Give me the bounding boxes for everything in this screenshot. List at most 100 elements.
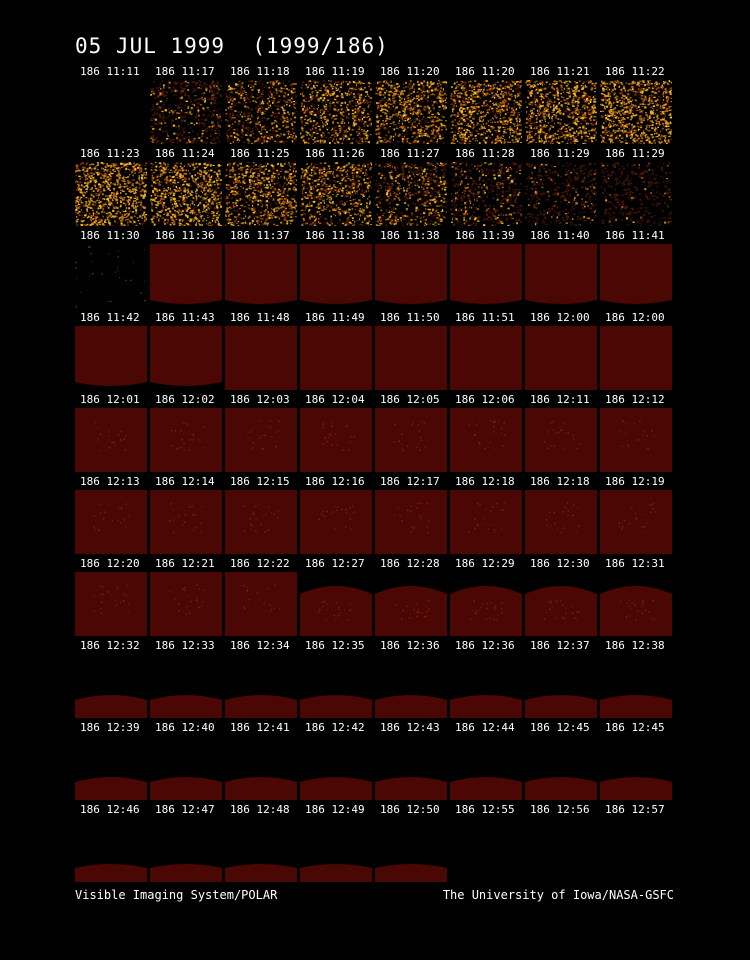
thumbnail-timestamp: 186 12:03 bbox=[230, 393, 290, 406]
thumbnail-image bbox=[150, 162, 222, 226]
thumbnail-row: 186 11:23 186 11:24 186 11:25 186 11:26 186 … bbox=[75, 146, 675, 228]
thumbnail-image bbox=[300, 490, 372, 554]
thumbnail: 186 12:43 bbox=[375, 720, 450, 802]
thumbnail-image bbox=[525, 490, 597, 554]
thumbnail-timestamp: 186 11:39 bbox=[455, 229, 515, 242]
thumbnail-image bbox=[150, 736, 222, 800]
thumbnail: 186 12:36 bbox=[450, 638, 525, 720]
thumbnail: 186 12:18 bbox=[450, 474, 525, 556]
thumbnail-image bbox=[450, 162, 522, 226]
thumbnail-image bbox=[300, 654, 372, 718]
thumbnail-timestamp: 186 11:40 bbox=[530, 229, 590, 242]
thumbnail-image bbox=[375, 326, 447, 390]
thumbnail-timestamp: 186 11:18 bbox=[230, 65, 290, 78]
thumbnail-timestamp: 186 12:04 bbox=[305, 393, 365, 406]
thumbnail: 186 11:19 bbox=[300, 64, 375, 146]
thumbnail-timestamp: 186 11:48 bbox=[230, 311, 290, 324]
footer-instrument-credit: Visible Imaging System/POLAR bbox=[75, 888, 278, 902]
thumbnail-image bbox=[225, 490, 297, 554]
thumbnail-image bbox=[375, 818, 447, 882]
thumbnail-image bbox=[150, 818, 222, 882]
thumbnail-timestamp: 186 12:18 bbox=[530, 475, 590, 488]
thumbnail-timestamp: 186 11:42 bbox=[80, 311, 140, 324]
thumbnail-image bbox=[450, 80, 522, 144]
thumbnail-timestamp: 186 12:46 bbox=[80, 803, 140, 816]
thumbnail: 186 11:51 bbox=[450, 310, 525, 392]
thumbnail-timestamp: 186 12:39 bbox=[80, 721, 140, 734]
thumbnail-image bbox=[525, 572, 597, 636]
thumbnail-timestamp: 186 11:26 bbox=[305, 147, 365, 160]
thumbnail-image bbox=[150, 654, 222, 718]
thumbnail-image bbox=[150, 80, 222, 144]
thumbnail-image bbox=[300, 572, 372, 636]
thumbnail-row: 186 11:42 186 11:43 186 11:48 186 11:49 186 … bbox=[75, 310, 675, 392]
thumbnail-image bbox=[225, 408, 297, 472]
thumbnail: 186 12:20 bbox=[75, 556, 150, 638]
thumbnail-image bbox=[225, 818, 297, 882]
thumbnail: 186 11:11 bbox=[75, 64, 150, 146]
thumbnail-image bbox=[375, 736, 447, 800]
thumbnail-timestamp: 186 12:32 bbox=[80, 639, 140, 652]
thumbnail-image bbox=[150, 326, 222, 390]
thumbnail-row: 186 11:30 186 11:36 186 11:37 186 11:38 186 … bbox=[75, 228, 675, 310]
thumbnail: 186 12:36 bbox=[375, 638, 450, 720]
thumbnail-grid: 186 11:11 186 11:17 186 11:18 186 11:19 186 … bbox=[75, 64, 675, 888]
thumbnail-image bbox=[300, 80, 372, 144]
thumbnail-timestamp: 186 11:25 bbox=[230, 147, 290, 160]
thumbnail: 186 12:48 bbox=[225, 802, 300, 884]
thumbnail: 186 12:45 bbox=[525, 720, 600, 802]
thumbnail-image bbox=[150, 244, 222, 308]
thumbnail: 186 11:37 bbox=[225, 228, 300, 310]
thumbnail-timestamp: 186 12:00 bbox=[605, 311, 665, 324]
thumbnail-timestamp: 186 12:37 bbox=[530, 639, 590, 652]
thumbnail: 186 12:05 bbox=[375, 392, 450, 474]
thumbnail-timestamp: 186 11:23 bbox=[80, 147, 140, 160]
thumbnail-timestamp: 186 12:35 bbox=[305, 639, 365, 652]
thumbnail-timestamp: 186 12:06 bbox=[455, 393, 515, 406]
thumbnail-image bbox=[600, 818, 672, 882]
thumbnail: 186 11:42 bbox=[75, 310, 150, 392]
thumbnail: 186 11:39 bbox=[450, 228, 525, 310]
thumbnail-timestamp: 186 12:05 bbox=[380, 393, 440, 406]
thumbnail-image bbox=[75, 490, 147, 554]
thumbnail-row: 186 12:39 186 12:40 186 12:41 186 12:42 186 … bbox=[75, 720, 675, 802]
thumbnail: 186 12:02 bbox=[150, 392, 225, 474]
thumbnail-image bbox=[525, 80, 597, 144]
thumbnail-image bbox=[300, 736, 372, 800]
thumbnail: 186 12:46 bbox=[75, 802, 150, 884]
thumbnail-timestamp: 186 12:56 bbox=[530, 803, 590, 816]
thumbnail: 186 12:03 bbox=[225, 392, 300, 474]
thumbnail-timestamp: 186 12:19 bbox=[605, 475, 665, 488]
thumbnail: 186 12:30 bbox=[525, 556, 600, 638]
thumbnail-image bbox=[450, 326, 522, 390]
thumbnail-timestamp: 186 11:22 bbox=[605, 65, 665, 78]
thumbnail-timestamp: 186 12:17 bbox=[380, 475, 440, 488]
thumbnail: 186 12:33 bbox=[150, 638, 225, 720]
thumbnail: 186 12:40 bbox=[150, 720, 225, 802]
thumbnail-timestamp: 186 11:28 bbox=[455, 147, 515, 160]
thumbnail: 186 12:11 bbox=[525, 392, 600, 474]
thumbnail: 186 12:41 bbox=[225, 720, 300, 802]
thumbnail-image bbox=[300, 162, 372, 226]
thumbnail-timestamp: 186 12:36 bbox=[380, 639, 440, 652]
thumbnail: 186 12:22 bbox=[225, 556, 300, 638]
thumbnail-image bbox=[600, 736, 672, 800]
thumbnail-image bbox=[450, 654, 522, 718]
thumbnail-image bbox=[450, 490, 522, 554]
thumbnail-image bbox=[75, 654, 147, 718]
thumbnail-image bbox=[600, 80, 672, 144]
thumbnail-image bbox=[375, 654, 447, 718]
thumbnail-image bbox=[225, 572, 297, 636]
thumbnail-timestamp: 186 12:14 bbox=[155, 475, 215, 488]
thumbnail-image bbox=[225, 80, 297, 144]
thumbnail-timestamp: 186 12:33 bbox=[155, 639, 215, 652]
thumbnail-timestamp: 186 11:41 bbox=[605, 229, 665, 242]
thumbnail: 186 11:20 bbox=[375, 64, 450, 146]
thumbnail-row: 186 12:32 186 12:33 186 12:34 186 12:35 186 … bbox=[75, 638, 675, 720]
thumbnail-image bbox=[525, 408, 597, 472]
thumbnail-image bbox=[150, 572, 222, 636]
thumbnail-image bbox=[75, 244, 147, 308]
thumbnail-image bbox=[450, 572, 522, 636]
thumbnail-image bbox=[225, 162, 297, 226]
thumbnail-timestamp: 186 12:47 bbox=[155, 803, 215, 816]
